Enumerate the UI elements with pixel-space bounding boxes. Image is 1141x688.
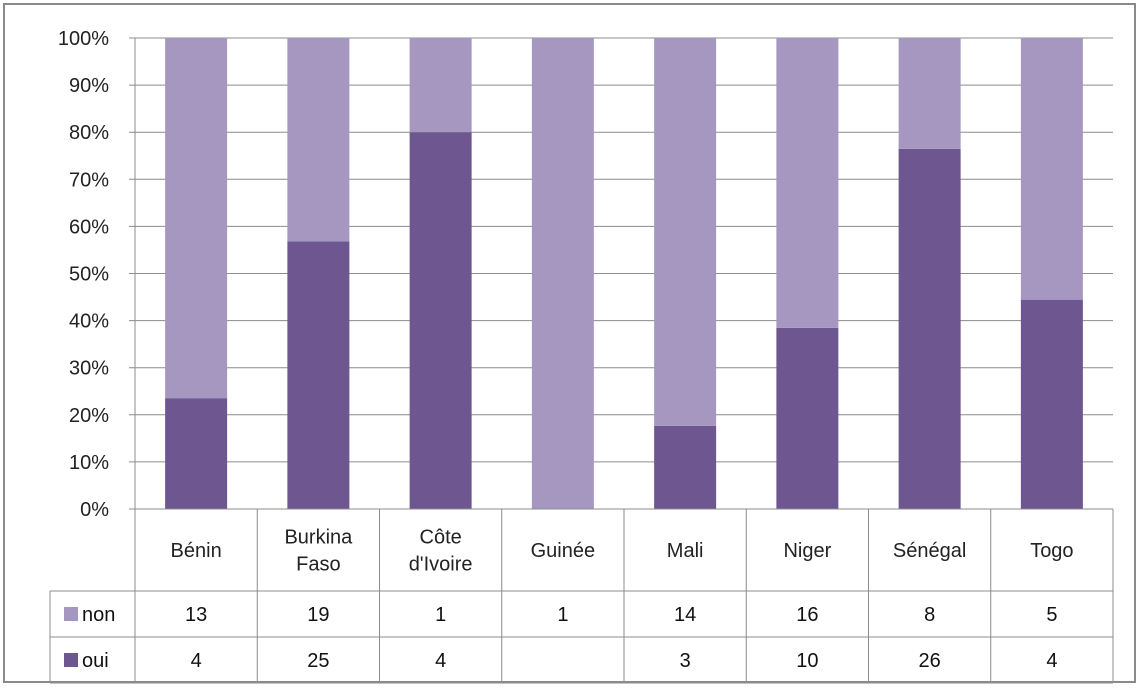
y-tick-label: 50% xyxy=(69,264,109,286)
table-cell-non: 1 xyxy=(557,604,568,626)
table-cell-oui: 10 xyxy=(796,650,818,672)
bar-segment-non xyxy=(531,38,594,509)
table-cell-oui: 25 xyxy=(307,650,329,672)
y-tick-label: 80% xyxy=(69,122,109,144)
category-label: Guinée xyxy=(531,540,596,562)
bar-segment-non xyxy=(654,38,717,426)
bar-segment-oui xyxy=(898,148,961,509)
bar-segment-non xyxy=(898,38,961,149)
legend-key-non xyxy=(64,607,78,621)
y-tick-label: 30% xyxy=(69,358,109,380)
table-cell-non: 13 xyxy=(185,604,207,626)
y-tick-label: 0% xyxy=(80,499,109,521)
y-tick-label: 90% xyxy=(69,75,109,97)
category-label: Togo xyxy=(1030,540,1073,562)
bar-segment-non xyxy=(1020,38,1083,300)
bar-segment-oui xyxy=(1020,299,1083,509)
table-cell-non: 1 xyxy=(435,604,446,626)
bar-segment-non xyxy=(287,38,350,242)
bar-segment-oui xyxy=(776,327,839,509)
table-cell-oui: 4 xyxy=(1046,650,1057,672)
table-cell-oui: 4 xyxy=(191,650,202,672)
bar-segment-oui xyxy=(409,132,472,509)
table-cell-non: 19 xyxy=(307,604,329,626)
bar-segment-oui xyxy=(287,241,350,510)
y-tick-label: 40% xyxy=(69,311,109,333)
y-tick-label: 100% xyxy=(58,28,109,50)
bar-segment-non xyxy=(409,38,472,133)
category-label: Niger xyxy=(783,540,831,562)
table-cell-non: 14 xyxy=(674,604,696,626)
category-label: Sénégal xyxy=(893,540,966,562)
table-cell-oui: 4 xyxy=(435,650,446,672)
table-cell-non: 16 xyxy=(796,604,818,626)
bar-segment-non xyxy=(165,38,228,399)
table-cell-oui: 26 xyxy=(919,650,941,672)
category-label: Côte d'Ivoire xyxy=(409,527,473,576)
bar-segment-oui xyxy=(654,425,717,509)
category-label: Bénin xyxy=(171,540,222,562)
legend-key-oui xyxy=(64,653,78,667)
bar-segment-oui xyxy=(165,398,228,509)
y-tick-label: 70% xyxy=(69,169,109,191)
y-tick-label: 60% xyxy=(69,216,109,238)
bar-segment-non xyxy=(776,38,839,328)
y-tick-label: 10% xyxy=(69,452,109,474)
category-label: Burkina Faso xyxy=(284,527,353,576)
legend-label-non: non xyxy=(82,604,115,626)
table-cell-non: 8 xyxy=(924,604,935,626)
legend-label-oui: oui xyxy=(82,650,109,672)
table-cell-oui: 3 xyxy=(680,650,691,672)
category-label: Mali xyxy=(667,540,704,562)
y-tick-label: 20% xyxy=(69,405,109,427)
table-cell-non: 5 xyxy=(1046,604,1057,626)
